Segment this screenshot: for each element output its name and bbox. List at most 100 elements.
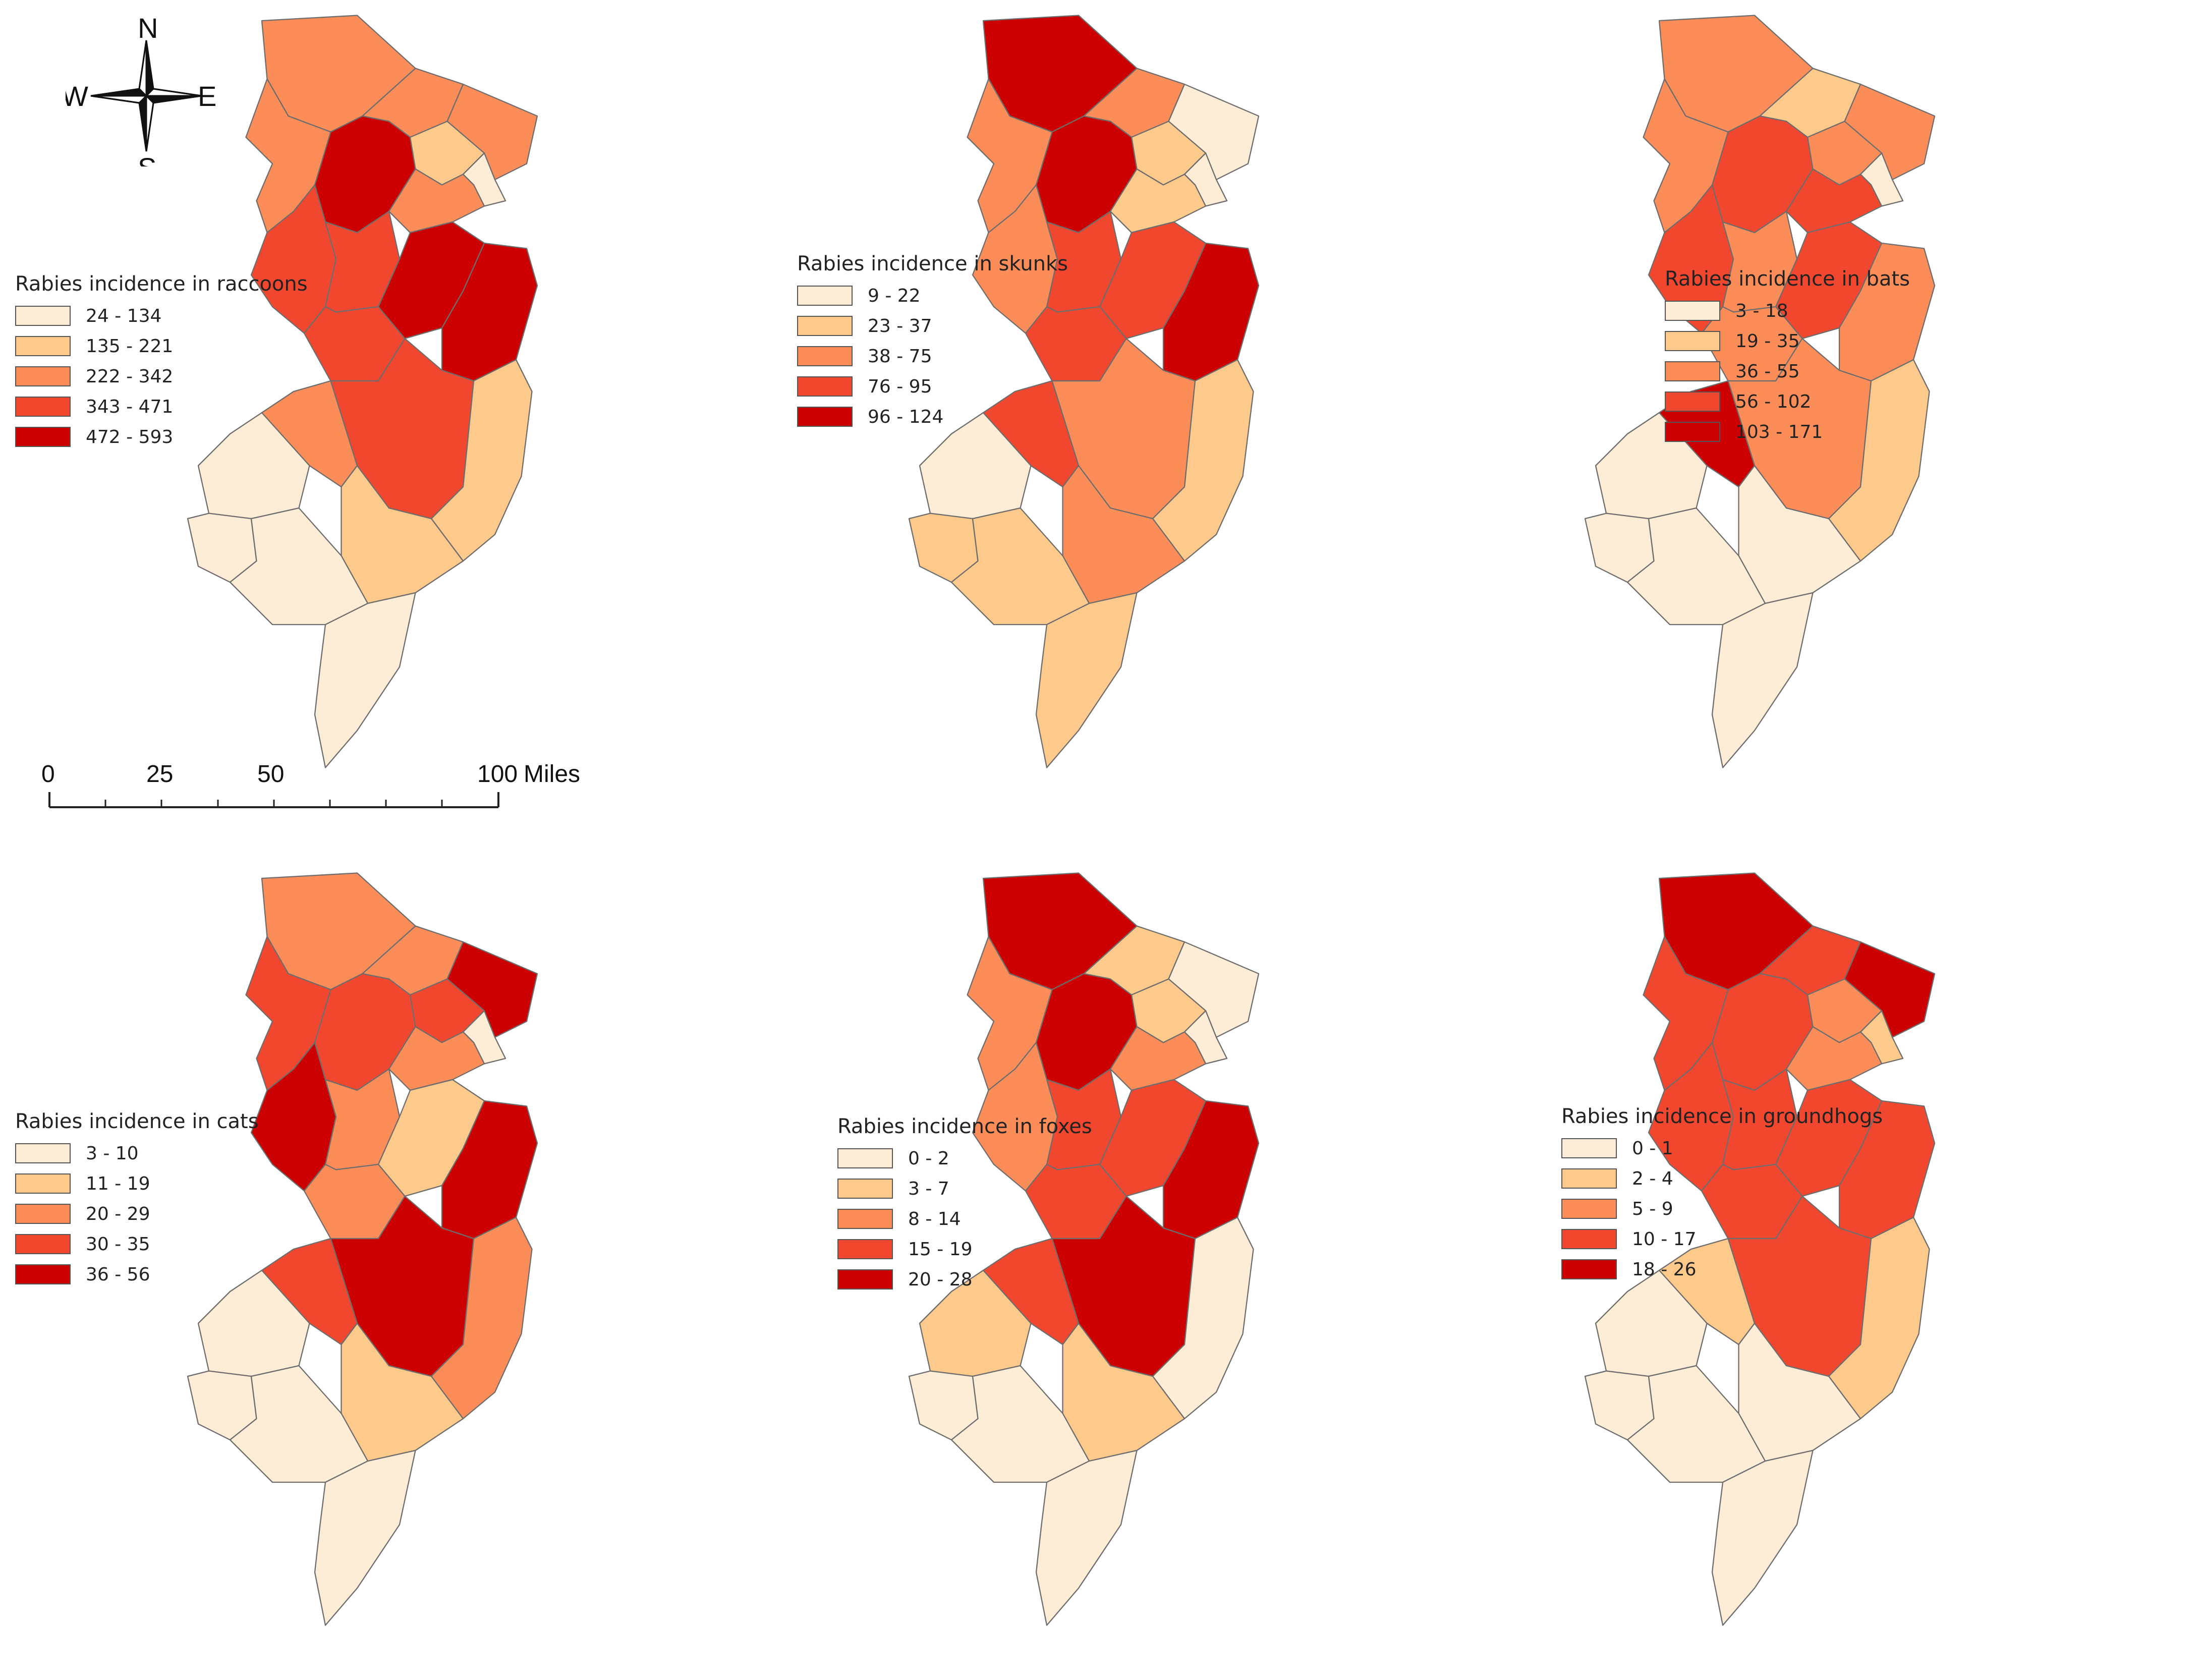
legend-item: 8 - 14 [837, 1204, 1092, 1234]
legend-item: 38 - 75 [797, 341, 1068, 371]
legend-swatch [1665, 391, 1720, 412]
rabies-choropleth-figure: N S E W 0 25 50 100 Miles Rabies inciden… [15, 10, 2198, 1626]
legend-item: 103 - 171 [1665, 417, 1910, 447]
legend-title: Rabies incidence in skunks [797, 252, 1068, 275]
legend-swatch [1665, 301, 1720, 321]
legend-item: 76 - 95 [797, 371, 1068, 402]
legend-label: 24 - 134 [86, 305, 162, 326]
legend-swatch [15, 1173, 71, 1194]
county-cumberland [1626, 507, 1766, 626]
map-panel-0: Rabies incidence in raccoons 24 - 134 135 … [15, 10, 898, 822]
legend-swatch [15, 366, 71, 386]
legend-swatch [15, 1264, 71, 1284]
legend-swatch [797, 346, 853, 366]
map-panel-2: Rabies incidence in bats 3 - 18 19 - 35 36 … [1564, 10, 2198, 822]
legend-item: 10 - 17 [1561, 1224, 1883, 1254]
legend: Rabies incidence in foxes 0 - 2 3 - 7 8 - 1… [837, 1115, 1092, 1295]
legend-item: 0 - 1 [1561, 1133, 1883, 1163]
legend-label: 19 - 35 [1735, 330, 1800, 352]
legend-swatch [797, 407, 853, 427]
legend-swatch [837, 1179, 893, 1199]
compass-rose-icon: N S E W [66, 15, 216, 166]
legend: Rabies incidence in bats 3 - 18 19 - 35 36 … [1665, 267, 1910, 447]
state-map [908, 15, 1260, 768]
legend-item: 11 - 19 [15, 1168, 259, 1199]
legend-swatch [15, 336, 71, 356]
map-panel-4: Rabies incidence in foxes 0 - 2 3 - 7 8 - 1… [837, 868, 1619, 1680]
legend-swatch [837, 1148, 893, 1168]
county-ocean [430, 1216, 533, 1420]
legend-label: 8 - 14 [908, 1208, 961, 1229]
compass-east-label: E [198, 80, 216, 112]
legend-label: 18 - 26 [1632, 1259, 1697, 1280]
legend-label: 36 - 55 [1735, 361, 1800, 382]
scale-label-25: 25 [146, 761, 173, 788]
legend-label: 0 - 2 [908, 1148, 949, 1169]
map-panel-5: Rabies incidence in groundhogs 0 - 1 2 - 4… [1561, 868, 2198, 1680]
compass-south-label: S [138, 152, 156, 166]
county-ocean [1152, 359, 1254, 562]
county-cumberland [229, 1365, 369, 1483]
legend-label: 0 - 1 [1632, 1138, 1673, 1159]
legend-item: 30 - 35 [15, 1229, 259, 1259]
legend-swatch [1665, 331, 1720, 351]
legend-swatch [15, 306, 71, 326]
compass-west-label: W [66, 80, 88, 112]
county-capemay [1711, 1449, 1814, 1626]
legend-item: 56 - 102 [1665, 386, 1910, 417]
legend-swatch [15, 1143, 71, 1163]
legend-label: 10 - 17 [1632, 1228, 1697, 1250]
legend-label: 103 - 171 [1735, 421, 1823, 442]
legend-label: 23 - 37 [868, 315, 932, 337]
legend-label: 56 - 102 [1735, 391, 1812, 412]
legend-swatch [1665, 422, 1720, 442]
legend-label: 11 - 19 [86, 1173, 150, 1194]
legend-label: 343 - 471 [86, 396, 174, 417]
legend-label: 15 - 19 [908, 1239, 973, 1260]
county-cumberland [1626, 1365, 1766, 1483]
legend-swatch [837, 1209, 893, 1229]
legend-label: 96 - 124 [868, 406, 944, 427]
state-map [187, 15, 538, 768]
legend-item: 20 - 29 [15, 1199, 259, 1229]
legend-swatch [15, 1204, 71, 1224]
county-ocean [430, 359, 533, 562]
scale-label-0: 0 [41, 761, 55, 788]
legend-swatch [797, 316, 853, 336]
scale-bar: 0 25 50 100 Miles [41, 761, 580, 808]
county-cumberland [950, 507, 1090, 626]
legend-swatch [797, 376, 853, 397]
legend-label: 36 - 56 [86, 1264, 150, 1285]
legend-swatch [837, 1269, 893, 1290]
legend-item: 23 - 37 [797, 311, 1068, 341]
scale-unit-label: Miles [524, 761, 580, 788]
county-capemay [1035, 592, 1138, 768]
county-ocean [1828, 359, 1930, 562]
legend: Rabies incidence in skunks 9 - 22 23 - 37 3… [797, 252, 1068, 432]
legend-label: 20 - 28 [908, 1269, 973, 1290]
legend-item: 222 - 342 [15, 361, 308, 391]
legend-title: Rabies incidence in cats [15, 1110, 259, 1133]
legend-swatch [15, 397, 71, 417]
legend-label: 3 - 7 [908, 1178, 949, 1199]
map-panel-3: Rabies incidence in cats 3 - 10 11 - 19 20 … [15, 868, 898, 1680]
legend-item: 472 - 593 [15, 422, 308, 452]
legend-label: 472 - 593 [86, 426, 174, 447]
legend-title: Rabies incidence in raccoons [15, 272, 308, 296]
legend-item: 343 - 471 [15, 391, 308, 422]
legend-swatch [15, 427, 71, 447]
compass-north-label: N [138, 15, 158, 44]
county-cumberland [950, 1365, 1090, 1483]
legend: Rabies incidence in groundhogs 0 - 1 2 - 4… [1561, 1105, 1883, 1284]
legend-item: 0 - 2 [837, 1143, 1092, 1173]
state-map [908, 872, 1260, 1626]
legend-item: 9 - 22 [797, 281, 1068, 311]
legend-title: Rabies incidence in foxes [837, 1115, 1092, 1138]
legend-swatch [837, 1239, 893, 1259]
legend-item: 3 - 7 [837, 1173, 1092, 1204]
legend-label: 9 - 22 [868, 285, 921, 306]
legend-label: 20 - 29 [86, 1203, 150, 1224]
scale-label-50: 50 [257, 761, 284, 788]
legend-swatch [1561, 1259, 1617, 1279]
legend-item: 36 - 56 [15, 1259, 259, 1290]
